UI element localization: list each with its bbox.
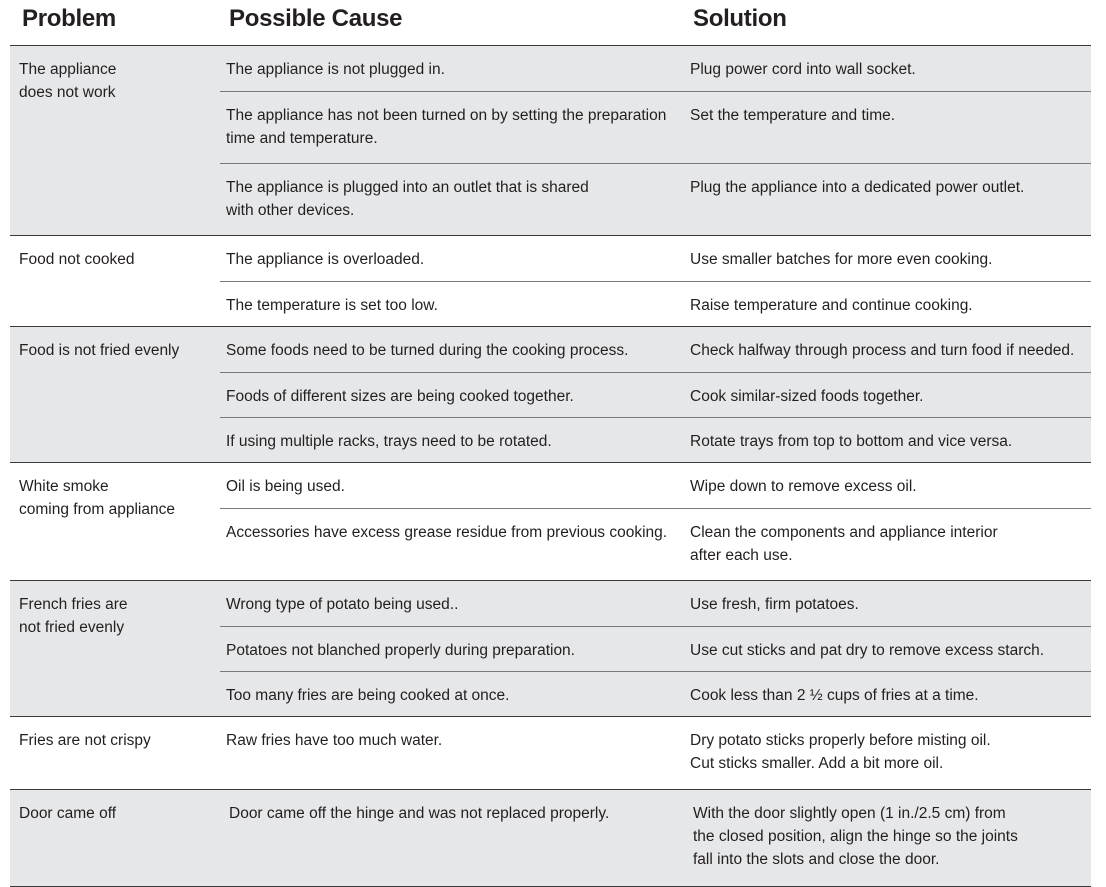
table-row: Raw fries have too much water. Dry potato… — [220, 717, 1091, 789]
possible-cause-cell: Accessories have excess grease residue f… — [226, 524, 668, 541]
problem-group: White smoke coming from appliance Oil is … — [10, 463, 1091, 581]
solution-cell: Plug power cord into wall socket. — [690, 61, 916, 78]
possible-cause-cell: Foods of different sizes are being cooke… — [226, 388, 574, 405]
solution-cell: Wipe down to remove excess oil. — [690, 478, 917, 495]
possible-cause-cell: Raw fries have too much water. — [226, 732, 443, 749]
solution-cell: Check halfway through process and turn f… — [690, 342, 1075, 359]
table-row: The appliance is not plugged in. Plug pow… — [220, 46, 1091, 91]
problem-group: Fries are not crispy Raw fries have too m… — [10, 717, 1091, 790]
solution-cell: Dry potato sticks properly before mistin… — [690, 732, 991, 772]
table-row: Potatoes not blanched properly during pr… — [220, 626, 1091, 671]
table-row: Accessories have excess grease residue f… — [220, 508, 1091, 580]
solution-cell: Use fresh, firm potatoes. — [690, 596, 859, 613]
header-solution: Solution — [693, 5, 787, 32]
possible-cause-cell: Potatoes not blanched properly during pr… — [226, 642, 575, 659]
solution-cell: Cook similar-sized foods together. — [690, 388, 924, 405]
problem-label: White smoke coming from appliance — [19, 478, 175, 518]
problem-label: Fries are not crispy — [19, 732, 151, 749]
possible-cause-cell: Too many fries are being cooked at once. — [226, 687, 510, 704]
table-row: The appliance is overloaded. Use smaller … — [220, 236, 1091, 281]
table-row: If using multiple racks, trays need to b… — [220, 417, 1091, 462]
possible-cause-cell: The appliance has not been turned on by … — [226, 107, 667, 147]
problem-group: Door came off Door came off the hinge and… — [10, 790, 1091, 887]
table-row: Foods of different sizes are being cooke… — [220, 372, 1091, 417]
solution-cell: Cook less than 2 ½ cups of fries at a ti… — [690, 687, 979, 704]
problem-label: Food not cooked — [19, 251, 135, 268]
solution-cell: Clean the components and appliance inter… — [690, 524, 998, 564]
table-row: The appliance is plugged into an outlet … — [220, 163, 1091, 235]
possible-cause-cell: The appliance is overloaded. — [226, 251, 425, 268]
problem-group: French fries are not fried evenly Wrong t… — [10, 581, 1091, 717]
possible-cause-cell: Wrong type of potato being used.. — [226, 596, 459, 613]
header-problem: Problem — [22, 5, 116, 32]
possible-cause-cell: If using multiple racks, trays need to b… — [226, 433, 552, 450]
problem-group: Food is not fried evenly Some foods need … — [10, 327, 1091, 463]
solution-cell: Raise temperature and continue cooking. — [690, 297, 973, 314]
problem-label: The appliance does not work — [19, 61, 117, 101]
possible-cause-cell: The appliance is plugged into an outlet … — [226, 179, 589, 219]
table-row: Some foods need to be turned during the … — [220, 327, 1091, 372]
troubleshooting-table: The appliance does not work The appliance… — [10, 45, 1091, 887]
possible-cause-cell: Some foods need to be turned during the … — [226, 342, 629, 359]
table-row: Wrong type of potato being used.. Use fre… — [220, 581, 1091, 626]
possible-cause-cell: Door came off the hinge and was not repl… — [229, 805, 610, 822]
possible-cause-cell: The temperature is set too low. — [226, 297, 438, 314]
solution-cell: Set the temperature and time. — [690, 107, 896, 124]
solution-cell: With the door slightly open (1 in./2.5 c… — [693, 805, 1018, 868]
possible-cause-cell: Oil is being used. — [226, 478, 345, 495]
problem-group: Food not cooked The appliance is overload… — [10, 236, 1091, 327]
solution-cell: Plug the appliance into a dedicated powe… — [690, 179, 1025, 196]
problem-label: Food is not fried evenly — [19, 342, 180, 359]
table-row: Too many fries are being cooked at once.… — [220, 671, 1091, 716]
table-row: Door came off the hinge and was not repl… — [220, 790, 1091, 886]
problem-group: The appliance does not work The appliance… — [10, 46, 1091, 236]
table-row: The appliance has not been turned on by … — [220, 91, 1091, 163]
solution-cell: Use cut sticks and pat dry to remove exc… — [690, 642, 1045, 659]
table-row: Oil is being used. Wipe down to remove ex… — [220, 463, 1091, 508]
possible-cause-cell: The appliance is not plugged in. — [226, 61, 445, 78]
header-possible-cause: Possible Cause — [229, 5, 403, 32]
problem-label: Door came off — [19, 805, 117, 822]
table-header: Problem Possible Cause Solution — [0, 0, 1106, 46]
solution-cell: Rotate trays from top to bottom and vice… — [690, 433, 1013, 450]
problem-label: French fries are not fried evenly — [19, 596, 128, 636]
table-row: The temperature is set too low. Raise tem… — [220, 281, 1091, 326]
solution-cell: Use smaller batches for more even cookin… — [690, 251, 993, 268]
